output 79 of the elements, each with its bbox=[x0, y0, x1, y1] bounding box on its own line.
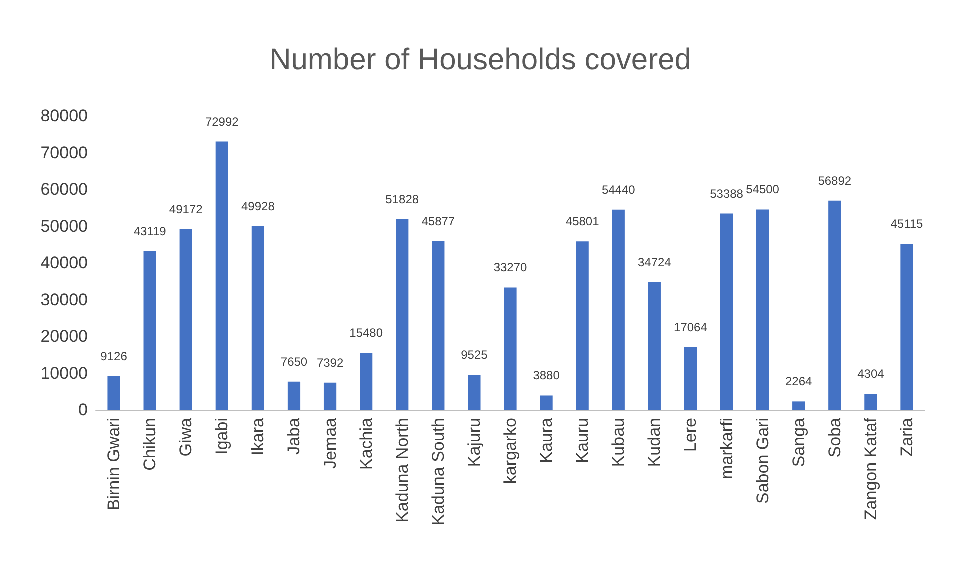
data-label: 53388 bbox=[710, 186, 744, 201]
y-tick-label: 70000 bbox=[40, 143, 88, 162]
y-tick-label: 10000 bbox=[40, 364, 88, 383]
data-label: 4304 bbox=[858, 367, 885, 382]
bar bbox=[324, 382, 337, 410]
bar bbox=[864, 394, 878, 410]
x-tick-label: Kubau bbox=[609, 418, 628, 468]
data-label: 43119 bbox=[134, 224, 167, 239]
data-label: 7650 bbox=[280, 354, 308, 369]
data-label: 54500 bbox=[746, 182, 780, 197]
x-tick-label: markarfi bbox=[717, 418, 736, 480]
data-label: 34724 bbox=[638, 255, 672, 270]
x-tick-label: Igabi bbox=[212, 418, 232, 455]
x-tick-label: Kaduna North bbox=[392, 418, 412, 523]
bar bbox=[216, 142, 228, 410]
y-tick-label: 60000 bbox=[40, 180, 88, 199]
bar bbox=[648, 282, 661, 410]
x-tick-label: Jaba bbox=[284, 417, 304, 455]
bar bbox=[504, 288, 517, 410]
data-label: 45877 bbox=[422, 214, 456, 228]
data-label: 15480 bbox=[350, 326, 384, 340]
data-label: 17064 bbox=[674, 320, 708, 334]
data-label: 2264 bbox=[785, 374, 813, 389]
bar bbox=[756, 210, 770, 410]
x-tick-label: Kaduna South bbox=[428, 418, 448, 526]
y-tick-label: 0 bbox=[78, 400, 88, 420]
x-tick-label: Kudan bbox=[645, 418, 664, 468]
bar bbox=[684, 347, 698, 410]
data-label: 9525 bbox=[461, 348, 488, 362]
data-label: 54440 bbox=[602, 182, 636, 197]
chart-title: Number of Households covered bbox=[270, 44, 692, 76]
data-label: 7392 bbox=[316, 356, 344, 370]
bar bbox=[468, 374, 481, 410]
data-label: 45115 bbox=[890, 217, 924, 232]
x-tick-label: Chikun bbox=[140, 418, 160, 471]
bar bbox=[792, 402, 806, 410]
x-tick-label: kargarko bbox=[501, 418, 520, 484]
x-tick-label: Jemaa bbox=[320, 417, 340, 470]
x-tick-label: Ikara bbox=[248, 417, 268, 456]
data-label: 56892 bbox=[818, 174, 852, 188]
y-tick-label: 30000 bbox=[40, 290, 88, 310]
bar bbox=[180, 229, 192, 410]
bar bbox=[576, 242, 589, 410]
data-label: 51828 bbox=[386, 192, 420, 207]
x-tick-label: Zaria bbox=[897, 417, 916, 457]
data-label: 49172 bbox=[169, 202, 204, 216]
data-label: 3880 bbox=[533, 368, 560, 383]
bar bbox=[540, 396, 553, 410]
y-tick-label: 40000 bbox=[40, 254, 88, 272]
bar bbox=[900, 244, 914, 410]
x-tick-label: Soba bbox=[825, 417, 844, 458]
bar bbox=[288, 382, 301, 410]
x-tick-label: Sabon Gari bbox=[753, 418, 772, 504]
bar bbox=[144, 252, 156, 410]
bar bbox=[432, 241, 445, 410]
bar bbox=[396, 220, 409, 410]
y-tick-label: 20000 bbox=[40, 327, 88, 346]
y-tick-label: 80000 bbox=[40, 106, 88, 126]
x-tick-label: Giwa bbox=[176, 417, 196, 457]
bar bbox=[828, 200, 842, 410]
bar bbox=[360, 353, 373, 410]
data-label: 9126 bbox=[100, 349, 128, 364]
bar bbox=[252, 226, 265, 410]
y-tick-label: 50000 bbox=[40, 216, 88, 236]
data-label: 49928 bbox=[242, 200, 276, 214]
x-tick-label: Zangon Kataf bbox=[861, 418, 880, 520]
x-tick-label: Kauru bbox=[573, 418, 592, 464]
data-label: 45801 bbox=[566, 214, 600, 229]
x-tick-label: Sanga bbox=[789, 417, 808, 468]
x-tick-label: Kachia bbox=[356, 417, 376, 470]
data-label: 33270 bbox=[494, 260, 528, 275]
bar bbox=[720, 214, 734, 410]
x-tick-label: Kajuru bbox=[464, 418, 484, 468]
x-tick-label: Lere bbox=[681, 418, 700, 452]
x-tick-label: Birnin Gwari bbox=[104, 418, 124, 511]
data-label: 72992 bbox=[205, 114, 240, 129]
bar bbox=[612, 210, 625, 410]
x-tick-label: Kaura bbox=[537, 417, 556, 464]
bar bbox=[108, 376, 120, 410]
